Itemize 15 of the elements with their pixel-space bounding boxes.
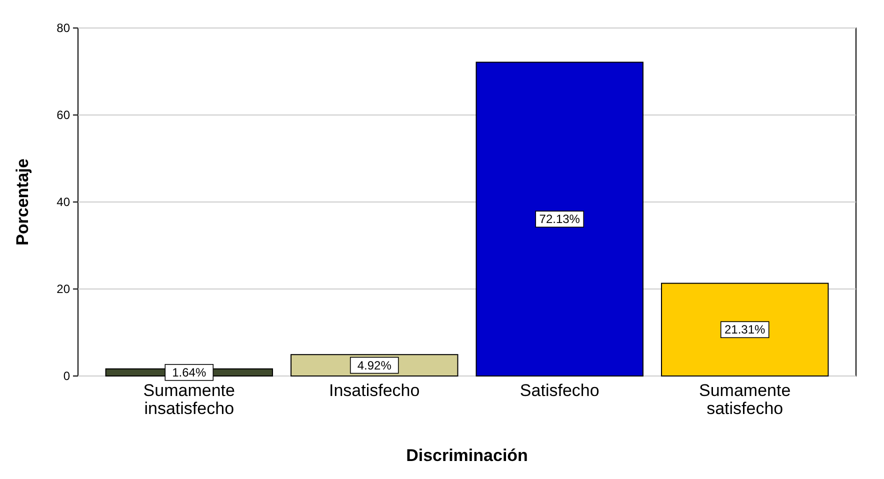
y-tick-label: 40: [56, 195, 70, 209]
y-axis-title: Porcentaje: [13, 158, 32, 246]
data-label: 21.31%: [724, 322, 766, 337]
x-tick-label: Insatisfecho: [329, 381, 420, 400]
data-label: 72.13%: [539, 212, 580, 226]
x-tick-label: Sumamente satisfecho: [699, 381, 791, 418]
y-tick-label: 20: [56, 282, 70, 296]
x-tick-label: Sumamente insatisfecho: [143, 381, 235, 418]
x-axis-title: Discriminación: [406, 446, 528, 465]
y-tick-label: 60: [56, 108, 70, 122]
data-label: 1.64%: [172, 365, 206, 380]
y-tick-label: 0: [63, 369, 70, 383]
x-tick-label: Satisfecho: [520, 381, 600, 400]
y-tick-label: 80: [56, 21, 70, 35]
data-label: 4.92%: [357, 358, 392, 372]
